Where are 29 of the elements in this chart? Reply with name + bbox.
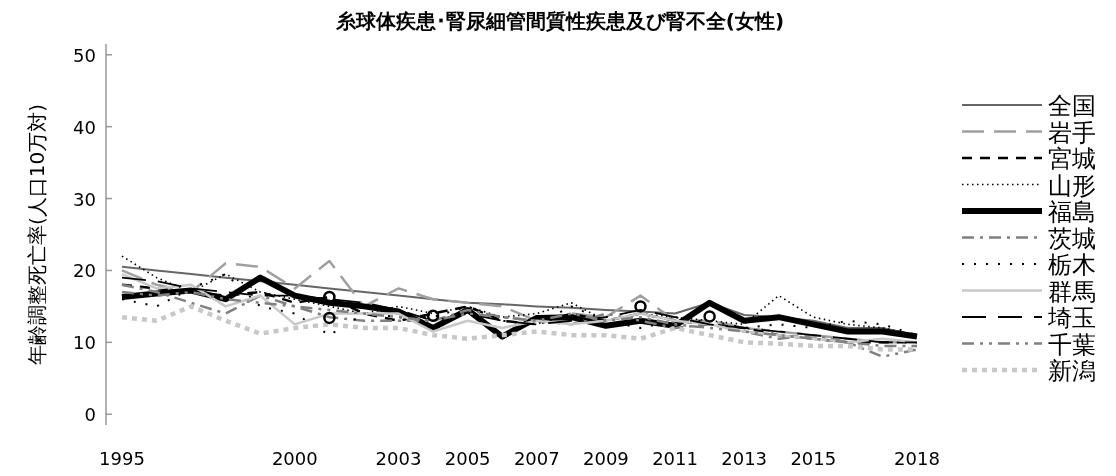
y-tick-label: 40	[73, 116, 96, 138]
legend-label: 岩手	[1048, 118, 1096, 147]
x-tick-label: 1995	[99, 448, 145, 469]
x-tick-label: 2003	[375, 448, 422, 469]
y-tick-label: 0	[84, 404, 96, 426]
legend-label: 新潟	[1048, 357, 1096, 385]
legend-label: 宮城	[1048, 145, 1096, 173]
legend-label: 福島	[1048, 198, 1096, 226]
chart-title: 糸球体疾患･腎尿細管間質性疾患及び腎不全(女性)	[334, 9, 785, 33]
x-tick-label: 2013	[721, 448, 768, 469]
x-tick-label: 2018	[894, 448, 940, 469]
x-tick-label: 2005	[444, 448, 491, 469]
legend-label: 千葉	[1048, 330, 1096, 359]
y-tick-label: 10	[73, 332, 96, 354]
legend-label: 栃木	[1048, 251, 1096, 279]
y-tick-label: 20	[73, 260, 96, 282]
x-tick-label: 2009	[583, 448, 629, 469]
legend-label: 茨城	[1048, 224, 1096, 253]
legend-label: 埼玉	[1047, 304, 1096, 332]
x-tick-label: 2015	[790, 448, 837, 469]
x-tick-label: 2011	[652, 448, 698, 469]
legend-label: 群馬	[1048, 277, 1096, 306]
y-tick-label: 30	[73, 188, 96, 210]
y-tick-label: 50	[73, 44, 96, 66]
y-axis-title: 年齢調整死亡率(人口10万対)	[25, 103, 49, 366]
x-tick-label: 2000	[271, 448, 318, 469]
legend-label: 山形	[1048, 171, 1096, 200]
legend-label: 全国	[1048, 92, 1096, 120]
x-tick-label: 2007	[513, 448, 560, 469]
